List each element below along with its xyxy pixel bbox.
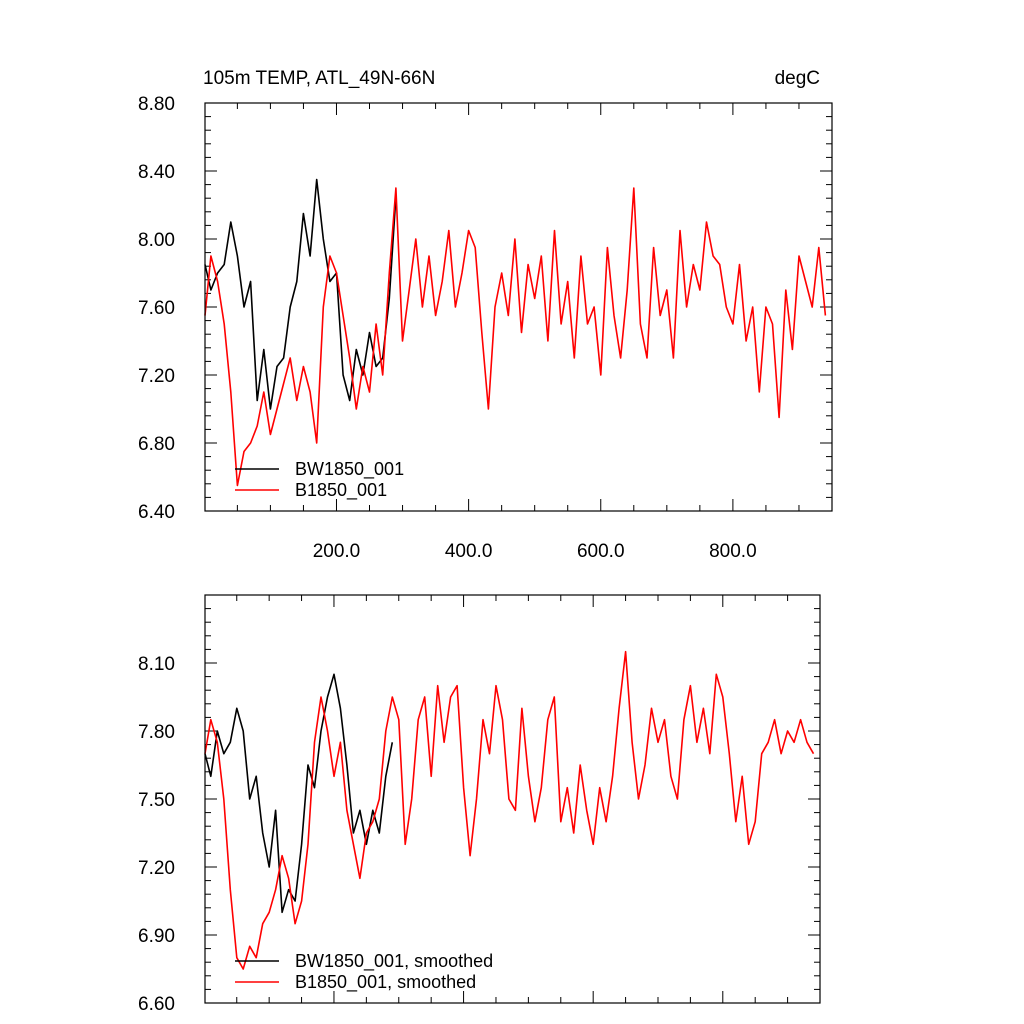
- top-axis-ticks: [205, 102, 832, 512]
- x-tick-label: 400.0: [445, 541, 493, 562]
- top-axis-tick-labels: 6.40 6.80 7.20 7.60 8.00 8.40 8.80 200.0 400.0 60…: [138, 94, 757, 562]
- series-line-b1850-001-smoothed: [204, 650, 815, 970]
- series-line-bw1850-001-smoothed: [204, 673, 394, 914]
- y-tick-label: 6.40: [138, 502, 175, 523]
- y-tick-label: 6.60: [138, 994, 175, 1015]
- y-tick-label: 7.20: [138, 858, 175, 879]
- y-tick-label: 7.80: [138, 722, 175, 743]
- y-tick-label: 8.80: [138, 94, 175, 115]
- y-tick-label: 7.50: [138, 790, 175, 811]
- x-tick-label: 200.0: [313, 541, 361, 562]
- bottom-plot-frame: [204, 594, 821, 1004]
- y-tick-label: 8.00: [138, 230, 175, 251]
- bottom-panel: 6.60 6.90 7.20 7.50 7.80 8.10 BW1850_001, smo…: [138, 594, 821, 1015]
- bottom-plot-area: [204, 650, 815, 970]
- top-panel: 105m TEMP, ATL_49N-66N degC 6.40 6.80 7.20…: [138, 68, 833, 562]
- y-tick-label: 8.40: [138, 162, 175, 183]
- x-tick-label: 600.0: [577, 541, 625, 562]
- title-right-units: degC: [775, 68, 820, 89]
- x-tick-label: 800.0: [709, 541, 757, 562]
- title-left: 105m TEMP, ATL_49N-66N: [203, 68, 435, 89]
- y-tick-label: 7.20: [138, 366, 175, 387]
- bottom-axis-tick-labels: 6.60 6.90 7.20 7.50 7.80 8.10: [138, 654, 175, 1015]
- y-tick-label: 6.90: [138, 926, 175, 947]
- y-tick-label: 8.10: [138, 654, 175, 675]
- top-plot-area: [204, 178, 827, 487]
- y-tick-label: 7.60: [138, 298, 175, 319]
- legend-label: BW1850_001, smoothed: [295, 951, 493, 972]
- legend-label: B1850_001, smoothed: [295, 972, 476, 993]
- legend-label: BW1850_001: [295, 459, 404, 480]
- series-line-b1850-001: [204, 187, 827, 487]
- series-line-bw1850-001: [204, 178, 397, 410]
- y-tick-label: 6.80: [138, 434, 175, 455]
- bottom-axis-ticks: [205, 594, 820, 1004]
- top-plot-frame: [204, 102, 833, 512]
- legend-label: B1850_001: [295, 480, 387, 501]
